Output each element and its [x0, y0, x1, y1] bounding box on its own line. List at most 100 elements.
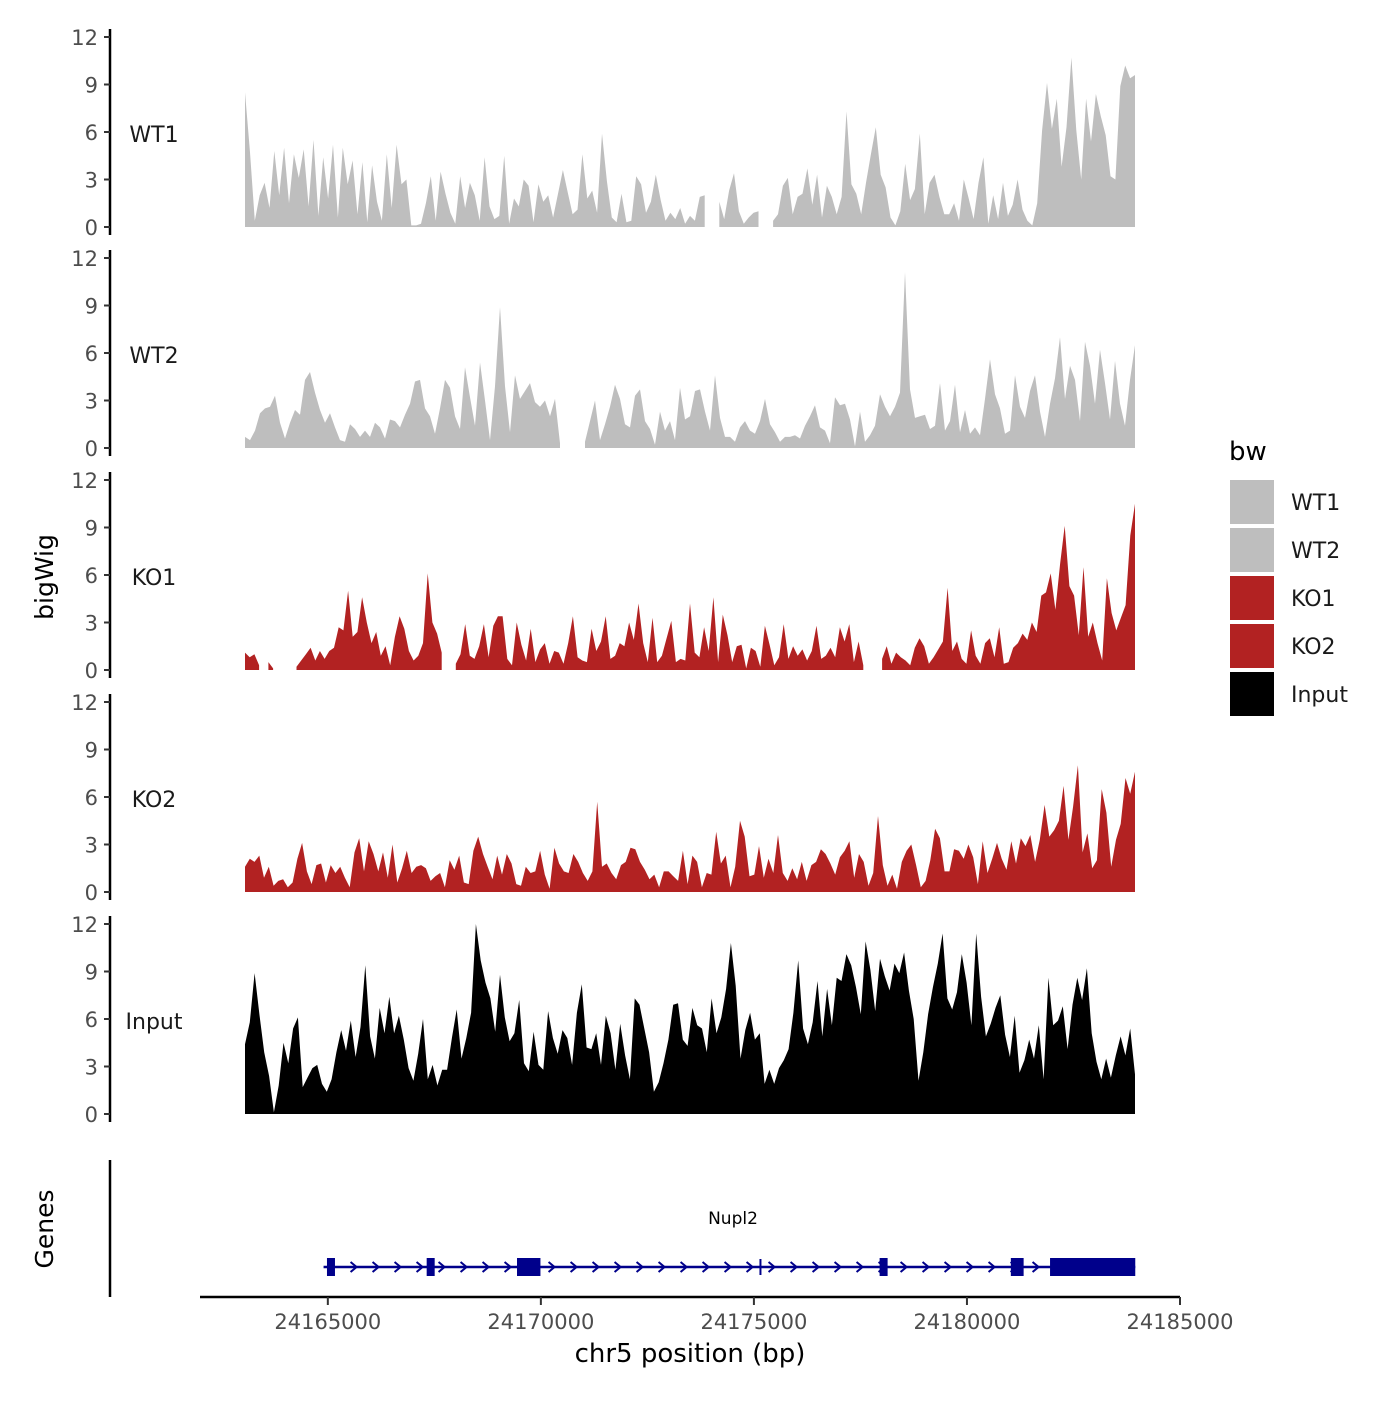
strand-arrow-icon [459, 1261, 469, 1273]
gene-exon [426, 1258, 435, 1276]
legend-swatch [1230, 480, 1274, 524]
track-wt1: 0 3 6 9 12 WT1 [71, 26, 1135, 240]
signal-area [245, 92, 705, 228]
y-tick-label: 0 [85, 881, 98, 905]
strand-arrow-icon [547, 1261, 557, 1273]
strand-arrow-icon [921, 1261, 931, 1273]
y-tick-label: 6 [85, 786, 98, 810]
gene-name-label: Nupl2 [708, 1209, 758, 1229]
strand-arrow-icon [613, 1261, 623, 1273]
y-tick-label: 0 [85, 659, 98, 683]
y-tick-label: 12 [71, 26, 98, 50]
signal-area [245, 307, 560, 448]
signal-area [882, 503, 1135, 670]
y-tick-label: 9 [85, 295, 98, 319]
y-tick-label: 3 [85, 390, 98, 414]
track-ko2: 0 3 6 9 12 KO2 [71, 691, 1135, 905]
signal-area [268, 662, 274, 670]
signal-area [773, 57, 1135, 227]
y-tick-label: 3 [85, 1056, 98, 1080]
y-tick-label: 3 [85, 169, 98, 193]
strand-arrow-icon [833, 1261, 843, 1273]
x-axis-title: chr5 position (bp) [575, 1339, 806, 1369]
y-tick-label: 0 [85, 216, 98, 240]
gene-exon [879, 1258, 888, 1276]
strand-arrow-icon [657, 1261, 667, 1273]
strand-arrow-icon [767, 1261, 777, 1273]
y-tick-label: 9 [85, 739, 98, 763]
gene-exon [517, 1258, 541, 1276]
track-label: Input [126, 1010, 183, 1035]
legend-title: bw [1229, 437, 1267, 467]
legend-item-ko1: KO1 [1230, 576, 1336, 620]
strand-arrow-icon [965, 1261, 975, 1273]
signal-area [455, 597, 864, 670]
y-tick-label: 6 [85, 342, 98, 366]
legend-item-wt1: WT1 [1230, 480, 1340, 524]
strand-arrow-icon [987, 1261, 997, 1273]
track-label: KO1 [132, 566, 177, 591]
legend-item-wt2: WT2 [1230, 528, 1340, 572]
x-tick-label: 24165000 [274, 1310, 381, 1334]
track-ko1: 0 3 6 9 12 KO1 [71, 469, 1135, 683]
track-label: KO2 [132, 788, 177, 813]
y-tick-label: 12 [71, 691, 98, 715]
track-input: 0 3 6 9 12 Input [71, 913, 1135, 1127]
y-tick-label: 3 [85, 612, 98, 636]
y-tick-label: 12 [71, 469, 98, 493]
y-tick-label: 3 [85, 834, 98, 858]
track-label: WT2 [129, 344, 178, 369]
x-tick-label: 24175000 [700, 1310, 807, 1334]
genes-track: Nupl2 [108, 1160, 1136, 1297]
strand-arrow-icon [899, 1261, 909, 1273]
legend-swatch [1230, 528, 1274, 572]
signal-area [245, 765, 1135, 892]
x-tick-label: 24185000 [1127, 1310, 1234, 1334]
legend-label: WT2 [1291, 539, 1340, 564]
legend-label: KO1 [1291, 587, 1336, 612]
y-tick-label: 6 [85, 121, 98, 145]
legend-swatch [1230, 576, 1274, 620]
strand-arrow-icon [679, 1261, 689, 1273]
track-label: WT1 [129, 123, 178, 148]
strand-arrow-icon [745, 1261, 755, 1273]
genes-track-title: Genes [30, 1189, 59, 1268]
legend-swatch [1230, 672, 1274, 716]
x-tick-label: 24170000 [487, 1310, 594, 1334]
strand-arrow-icon [723, 1261, 733, 1273]
y-tick-label: 9 [85, 517, 98, 541]
strand-arrow-icon [349, 1261, 359, 1273]
y-tick-label: 6 [85, 1008, 98, 1032]
strand-arrow-icon [371, 1261, 381, 1273]
legend: bw WT1 WT2 KO1 KO2 Input [1229, 437, 1348, 716]
strand-arrow-icon [943, 1261, 953, 1273]
gene-exon [1050, 1258, 1136, 1276]
y-tick-label: 12 [71, 247, 98, 271]
strand-arrow-icon [591, 1261, 601, 1273]
strand-arrow-icon [855, 1261, 865, 1273]
strand-arrow-icon [635, 1261, 645, 1273]
strand-arrow-icon [481, 1261, 491, 1273]
y-tick-label: 0 [85, 1103, 98, 1127]
strand-arrow-icon [789, 1261, 799, 1273]
legend-label: WT1 [1291, 491, 1340, 516]
strand-arrow-icon [811, 1261, 821, 1273]
gene-exon [1010, 1258, 1024, 1276]
y-tick-label: 12 [71, 913, 98, 937]
strand-arrow-icon [701, 1261, 711, 1273]
strand-arrow-icon [1031, 1261, 1041, 1273]
legend-label: Input [1291, 683, 1348, 708]
x-tick-label: 24180000 [914, 1310, 1021, 1334]
strand-arrow-icon [503, 1261, 513, 1273]
x-axis: 24165000 24170000 24175000 24180000 24185000 [200, 1295, 1234, 1334]
track-wt2: 0 3 6 9 12 WT2 [71, 247, 1135, 461]
strand-arrow-icon [437, 1261, 447, 1273]
signal-area [245, 652, 260, 670]
y-tick-label: 6 [85, 564, 98, 588]
legend-item-ko2: KO2 [1230, 624, 1336, 668]
strand-arrow-icon [569, 1261, 579, 1273]
signal-area [585, 272, 1135, 448]
signal-area [719, 173, 759, 227]
